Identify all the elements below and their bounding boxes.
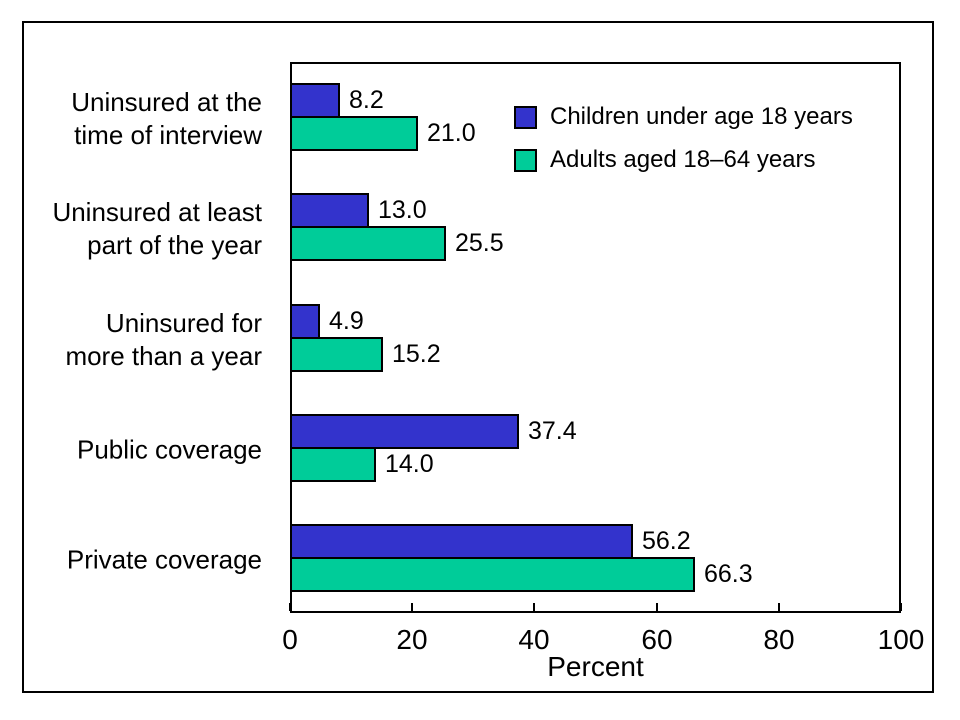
bar-series1	[290, 447, 376, 482]
bar-value-label: 21.0	[427, 119, 476, 147]
bar-series1	[290, 226, 446, 261]
category-label: Uninsured for more than a year	[65, 308, 262, 371]
legend-label: Adults aged 18–64 years	[550, 146, 816, 173]
bar-series0	[290, 414, 519, 449]
bar-value-label: 66.3	[704, 560, 753, 588]
category-label: Uninsured at least part of the year	[52, 197, 262, 260]
bar-value-label: 8.2	[349, 86, 384, 114]
bar-series0	[290, 304, 320, 339]
x-tick-label: 0	[282, 624, 298, 655]
legend: Children under age 18 years Adults aged 1…	[514, 103, 853, 189]
plot-area	[290, 62, 901, 613]
x-tick-label: 20	[396, 624, 428, 655]
x-axis-tick	[411, 603, 413, 611]
legend-swatch-icon	[514, 148, 537, 172]
bar-value-label: 13.0	[378, 196, 427, 224]
legend-row: Children under age 18 years	[514, 103, 853, 131]
category-label: Private coverage	[66, 544, 262, 575]
x-axis-tick	[656, 603, 658, 611]
bar-series0	[290, 83, 340, 118]
x-tick-label: 60	[641, 624, 673, 655]
x-tick-label: 40	[518, 624, 550, 655]
x-axis-tick	[778, 603, 780, 611]
x-axis-tick	[900, 603, 902, 611]
bar-series1	[290, 337, 383, 372]
x-axis-tick	[533, 603, 535, 611]
bar-value-label: 14.0	[385, 450, 434, 478]
x-axis-title: Percent	[547, 651, 644, 682]
x-tick-label: 100	[877, 624, 925, 655]
bar-value-label: 25.5	[455, 229, 504, 257]
bar-value-label: 4.9	[329, 307, 364, 335]
bar-series1	[290, 116, 418, 151]
figure-border	[22, 21, 934, 693]
category-label: Uninsured at the time of interview	[71, 87, 262, 150]
category-label: Public coverage	[77, 434, 262, 465]
bar-value-label: 56.2	[642, 527, 691, 555]
x-tick-label: 80	[763, 624, 795, 655]
legend-swatch-icon	[514, 105, 537, 129]
bar-value-label: 37.4	[528, 417, 577, 445]
legend-row: Adults aged 18–64 years	[514, 146, 853, 174]
bar-series0	[290, 524, 633, 559]
legend-label: Children under age 18 years	[550, 103, 853, 130]
x-axis-tick	[289, 603, 291, 611]
bar-series1	[290, 557, 695, 592]
bar-value-label: 15.2	[392, 340, 441, 368]
bar-series0	[290, 193, 369, 228]
